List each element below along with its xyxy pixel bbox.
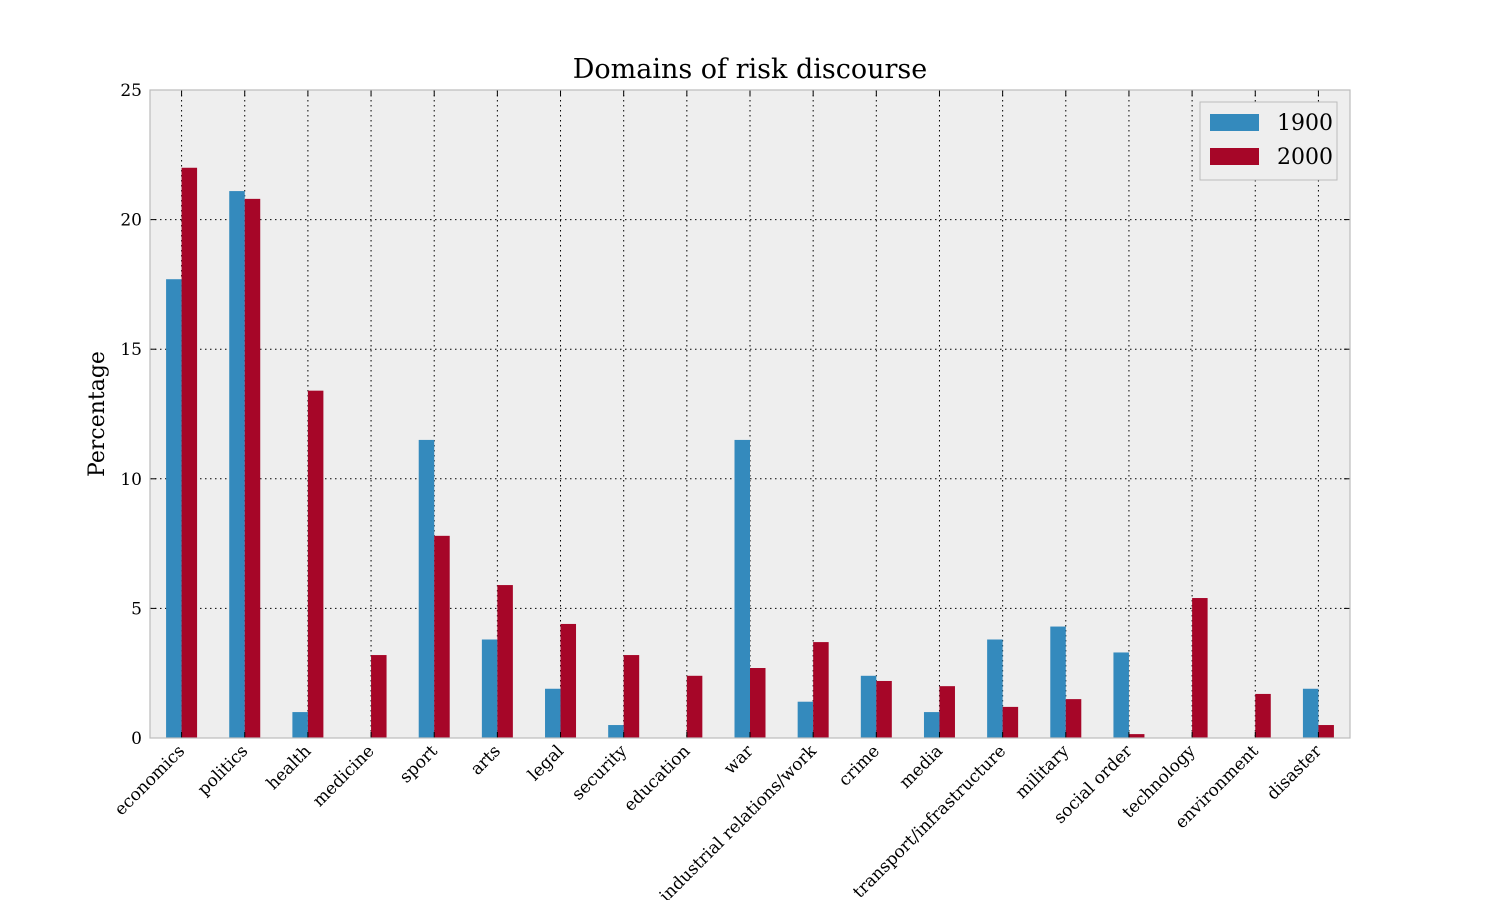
y-tick-label: 25 — [120, 81, 142, 101]
bar-1900-4 — [418, 439, 435, 738]
bar-1900-5 — [481, 639, 498, 738]
bar-2000-4 — [434, 535, 450, 738]
bar-2000-9 — [750, 668, 766, 738]
x-tick-label: media — [896, 741, 947, 792]
bar-1900-0 — [166, 279, 182, 738]
x-tick-label: health — [263, 741, 316, 794]
bar-2000-13 — [1002, 706, 1019, 738]
bar-2000-0 — [181, 167, 198, 738]
bar-2000-14 — [1065, 699, 1082, 738]
bar-1900-10 — [797, 701, 814, 738]
y-tick-labels: 0 5 10 15 20 25 — [120, 81, 142, 749]
legend-label-1900: 1900 — [1277, 111, 1333, 136]
bar-2000-3 — [371, 655, 387, 738]
legend: 1900 2000 — [1199, 101, 1338, 181]
bar-1900-11 — [860, 675, 877, 738]
legend-label-2000: 2000 — [1277, 145, 1333, 170]
y-tick-label: 20 — [120, 211, 142, 231]
bar-2000-10 — [813, 642, 829, 738]
bar-1900-9 — [734, 439, 750, 738]
y-tick-label: 15 — [120, 340, 142, 360]
x-tick-label: politics — [194, 741, 252, 799]
x-tick-label: crime — [835, 741, 884, 790]
y-tick-label: 0 — [131, 729, 142, 749]
bar-2000-2 — [307, 390, 324, 738]
x-tick-label: war — [720, 741, 758, 779]
chart-title: Domains of risk discourse — [573, 54, 928, 85]
bar-2000-5 — [497, 585, 513, 738]
bar-1900-12 — [923, 712, 940, 738]
x-tick-label: arts — [467, 741, 505, 779]
x-tick-label: military — [1012, 741, 1074, 803]
bar-2000-8 — [686, 675, 703, 738]
bar-1900-18 — [1302, 688, 1319, 738]
x-tick-label: medicine — [309, 741, 379, 811]
bar-1900-1 — [229, 191, 245, 738]
legend-swatch-1900 — [1210, 114, 1259, 131]
x-tick-label: security — [568, 741, 631, 804]
y-tick-label: 5 — [131, 599, 142, 619]
bar-2000-16 — [1192, 598, 1208, 738]
plot-frame — [149, 89, 1351, 739]
bar-1900-14 — [1050, 626, 1066, 738]
bar-2000-15 — [1128, 734, 1145, 738]
bar-2000-18 — [1318, 725, 1334, 738]
bar-1900-7 — [608, 725, 624, 738]
bar-2000-11 — [876, 680, 892, 738]
legend-swatch-2000 — [1210, 148, 1259, 165]
x-tick-label: sport — [396, 741, 442, 787]
bar-2000-17 — [1255, 693, 1271, 738]
bars — [166, 167, 1334, 738]
bar-2000-7 — [623, 655, 640, 738]
x-tick-label: education — [620, 741, 694, 815]
x-tick-label: legal — [524, 741, 568, 785]
y-tick-label: 10 — [120, 470, 142, 490]
bar-1900-6 — [545, 688, 561, 738]
bar-1900-2 — [292, 712, 308, 738]
x-tick-label: disaster — [1263, 741, 1326, 804]
bar-2000-1 — [244, 198, 261, 738]
bar-2000-6 — [560, 623, 577, 738]
tick-marks — [150, 89, 1350, 739]
bar-2000-12 — [939, 686, 955, 738]
x-tick-label: economics — [111, 741, 189, 819]
bar-1900-15 — [1113, 652, 1129, 738]
bar-1900-13 — [987, 639, 1003, 738]
y-axis-label: Percentage — [85, 351, 110, 477]
